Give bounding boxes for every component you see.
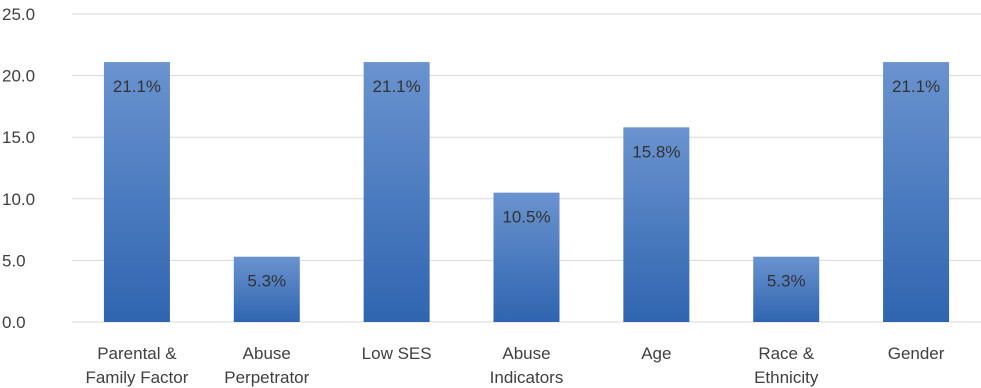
x-category-label: Indicators: [490, 368, 564, 387]
y-tick-label: 0.0: [2, 313, 26, 332]
x-category-label: Low SES: [362, 344, 432, 363]
y-tick-label: 5.0: [2, 251, 26, 270]
bar: [103, 62, 170, 322]
bar: [753, 256, 820, 322]
y-axis: 0.0 5.0 10.0 15.0 20.0 25.0: [2, 5, 35, 332]
y-tick-label: 10.0: [2, 190, 35, 209]
x-category-label: Perpetrator: [224, 368, 309, 387]
data-label: 5.3%: [767, 272, 806, 291]
bar: [493, 192, 560, 322]
y-tick-label: 20.0: [2, 67, 35, 86]
bar: [363, 62, 430, 322]
data-label: 10.5%: [502, 208, 550, 227]
bar: [233, 256, 300, 322]
data-labels: 21.1% 5.3% 21.1% 10.5% 15.8% 5.3% 21.1%: [113, 77, 940, 291]
x-category-label: Gender: [888, 344, 945, 363]
data-label: 5.3%: [247, 272, 286, 291]
x-category-label: Age: [641, 344, 671, 363]
bar: [623, 127, 690, 323]
x-axis: Parental & Family Factor Abuse Perpetrator L…: [85, 344, 944, 387]
y-tick-label: 15.0: [2, 128, 35, 147]
data-label: 21.1%: [373, 77, 421, 96]
x-category-label: Family Factor: [85, 368, 188, 387]
x-category-label: Parental &: [97, 344, 177, 363]
bar: [883, 62, 950, 322]
bars: [103, 62, 950, 323]
data-label: 21.1%: [892, 77, 940, 96]
x-category-label: Race &: [758, 344, 814, 363]
data-label: 15.8%: [632, 142, 680, 161]
x-category-label: Abuse: [502, 344, 550, 363]
y-tick-label: 25.0: [2, 5, 35, 24]
data-label: 21.1%: [113, 77, 161, 96]
x-category-label: Abuse: [243, 344, 291, 363]
x-category-label: Ethnicity: [754, 368, 819, 387]
